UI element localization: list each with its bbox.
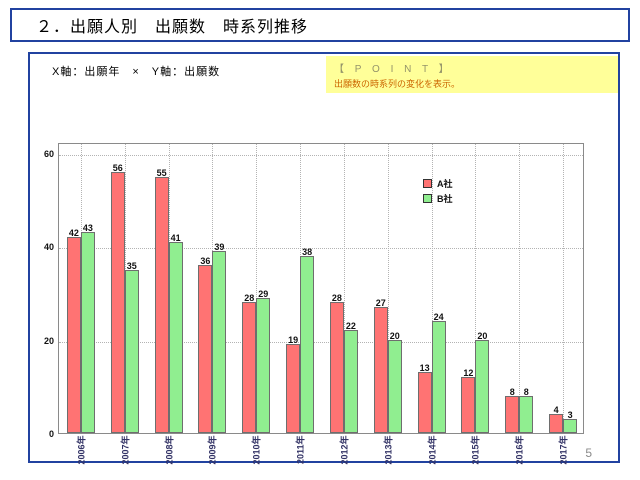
bar-A社-2007年 <box>110 171 125 433</box>
bar-value-label: 20 <box>389 330 400 341</box>
y-gridline <box>59 341 583 343</box>
bar-A社-2011年 <box>286 344 301 433</box>
bar-value-label: 38 <box>302 246 313 257</box>
x-gridline <box>431 144 433 433</box>
bar-value-label: 12 <box>463 368 474 379</box>
bar-B社-2015年 <box>475 339 490 433</box>
x-axis-tick-label: 2007年 <box>120 435 131 465</box>
bar-value-label: 35 <box>126 260 137 271</box>
x-gridline <box>343 144 345 433</box>
legend-swatch-B社 <box>423 194 432 203</box>
x-axis-tick-label: 2017年 <box>558 435 569 465</box>
y-axis-tick-label: 40 <box>43 242 54 253</box>
x-axis-tick-label: 2012年 <box>339 435 350 465</box>
bar-value-label: 42 <box>68 228 79 239</box>
y-axis-tick-label: 20 <box>43 335 54 346</box>
legend-item-A社: A社 <box>423 177 453 190</box>
bar-A社-2013年 <box>373 307 388 433</box>
bar-B社-2014年 <box>431 321 446 433</box>
bar-A社-2014年 <box>417 372 432 433</box>
bar-value-label: 8 <box>523 386 529 397</box>
point-box: 【 P O I N T 】 出願数の時系列の変化を表示。 <box>326 56 618 93</box>
y-gridline <box>59 248 583 250</box>
bar-chart-plot-area: A社 B社 42 56 55 36 28 19 28 27 13 12 8 4 43 35 41 39 29 38 2… <box>58 143 584 434</box>
y-axis-tick-label: 60 <box>43 149 54 160</box>
bar-value-label: 28 <box>244 293 255 304</box>
bar-value-label: 20 <box>477 330 488 341</box>
bar-A社-2012年 <box>329 302 344 433</box>
bar-B社-2007年 <box>124 269 139 433</box>
bar-value-label: 13 <box>419 363 430 374</box>
point-heading: 【 P O I N T 】 <box>334 64 453 75</box>
bar-B社-2017年 <box>563 419 578 433</box>
x-gridline <box>387 144 389 433</box>
bar-value-label: 39 <box>214 242 225 253</box>
bar-A社-2016年 <box>505 395 520 433</box>
bar-A社-2006年 <box>66 237 81 433</box>
x-axis-tick-label: 2006年 <box>76 435 87 465</box>
x-axis-tick-label: 2016年 <box>514 435 525 465</box>
x-gridline <box>563 144 565 433</box>
point-body: 出願数の時系列の変化を表示。 <box>334 79 461 89</box>
bar-value-label: 24 <box>433 312 444 323</box>
y-axis-tick-label: 0 <box>48 429 54 439</box>
x-axis-tick-label: 2014年 <box>427 435 438 465</box>
bar-value-label: 55 <box>156 167 167 178</box>
legend-swatch-A社 <box>423 179 432 188</box>
title-bar: ２．出願人別 出願数 時系列推移 <box>10 8 630 42</box>
bar-B社-2009年 <box>212 251 227 433</box>
x-axis-tick-label: 2013年 <box>383 435 394 465</box>
bar-B社-2011年 <box>300 255 315 433</box>
bar-B社-2013年 <box>387 339 402 433</box>
legend-label: B社 <box>437 194 453 204</box>
axis-note: X軸：出願年 × Y軸：出願数 <box>52 66 221 78</box>
bar-value-label: 56 <box>112 162 123 173</box>
bar-A社-2008年 <box>154 176 169 433</box>
y-gridline <box>59 155 583 157</box>
legend-label: A社 <box>437 179 453 189</box>
bar-A社-2015年 <box>461 377 476 433</box>
bar-value-label: 43 <box>82 223 93 234</box>
bar-value-label: 3 <box>567 410 573 420</box>
page-number: 5 <box>585 446 592 460</box>
content-panel: X軸：出願年 × Y軸：出願数 【 P O I N T 】 出願数の時系列の変化… <box>28 52 620 465</box>
bar-value-label: 41 <box>170 232 181 243</box>
bar-B社-2006年 <box>80 232 95 433</box>
bar-value-label: 28 <box>331 293 342 304</box>
chart-legend: A社 B社 <box>423 177 453 207</box>
x-axis-tick-label: 2009年 <box>207 435 218 465</box>
x-gridline <box>475 144 477 433</box>
x-axis-tick-label: 2015年 <box>470 435 481 465</box>
legend-item-B社: B社 <box>423 192 453 205</box>
bar-value-label: 22 <box>345 321 356 332</box>
x-axis-tick-label: 2010年 <box>251 435 262 465</box>
bar-B社-2016年 <box>519 395 534 433</box>
x-axis-tick-label: 2011年 <box>295 435 306 465</box>
bar-A社-2017年 <box>549 414 564 433</box>
x-gridline <box>519 144 521 433</box>
bar-A社-2009年 <box>198 265 213 433</box>
bar-B社-2012年 <box>343 330 358 433</box>
page-title: ２．出願人別 出願数 時系列推移 <box>36 19 309 36</box>
bar-value-label: 8 <box>509 386 515 397</box>
bar-value-label: 29 <box>258 288 269 299</box>
x-gridline <box>256 144 258 433</box>
bar-B社-2008年 <box>168 241 183 433</box>
bar-A社-2010年 <box>242 302 257 433</box>
x-axis-tick-label: 2008年 <box>164 435 175 465</box>
bar-value-label: 19 <box>288 335 299 346</box>
bar-value-label: 4 <box>553 405 559 416</box>
bar-B社-2010年 <box>256 297 271 433</box>
bar-value-label: 36 <box>200 256 211 267</box>
bar-value-label: 27 <box>375 298 386 309</box>
